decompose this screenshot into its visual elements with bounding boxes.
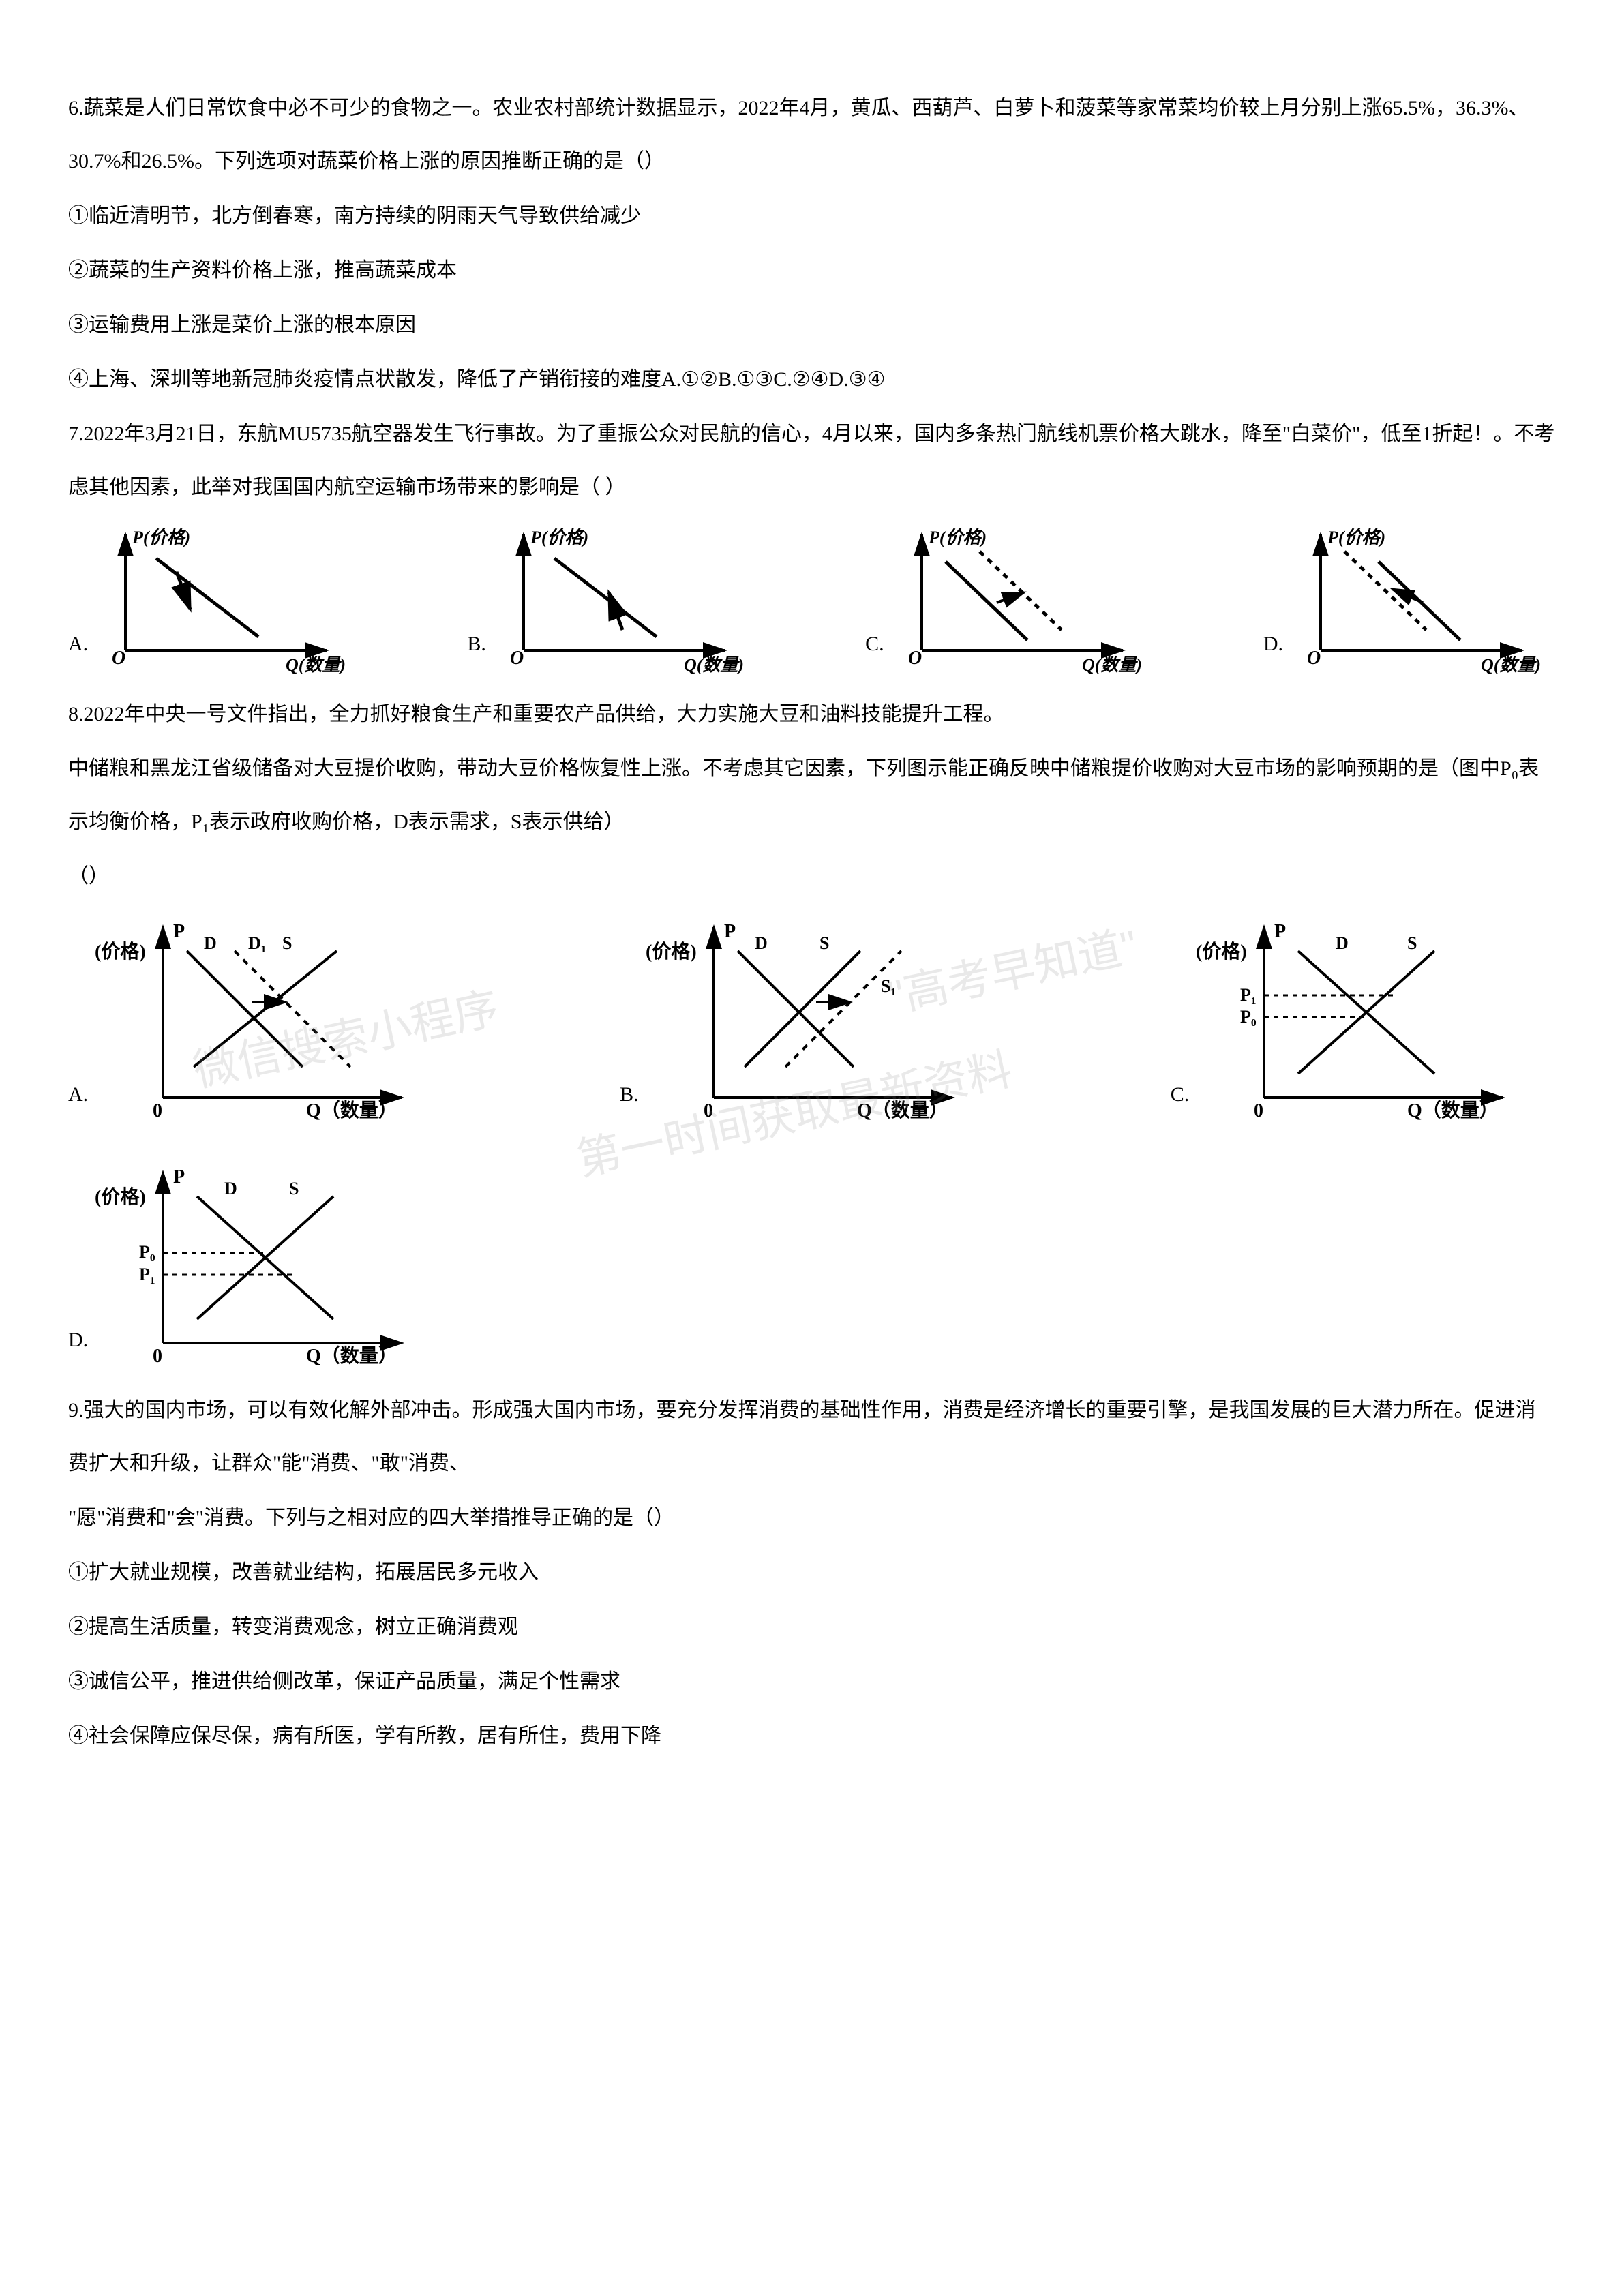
svg-text:Q（数量）: Q（数量） <box>857 1099 948 1121</box>
q7-chart-b: B. P(价格) Q(数量) O <box>467 524 759 674</box>
svg-text:P(价格): P(价格) <box>530 528 588 547</box>
q8-chart-b: B. P (价格) 0 Q（数量） D S S₁ <box>620 913 980 1125</box>
q8-label-d: D. <box>68 1314 88 1370</box>
q8-text3: （） <box>68 850 1556 903</box>
svg-text:D: D <box>1336 933 1349 953</box>
svg-text:P: P <box>1274 921 1286 942</box>
svg-text:P₁: P₁ <box>139 1265 155 1284</box>
svg-text:P: P <box>173 921 185 942</box>
q6-opt1: ①临近清明节，北方倒春寒，南方持续的阴雨天气导致供给减少 <box>68 190 1556 243</box>
q8-label-c: C. <box>1171 1068 1190 1125</box>
svg-text:Q(数量): Q(数量) <box>286 655 346 674</box>
svg-text:Q（数量）: Q（数量） <box>1407 1099 1499 1121</box>
svg-text:S₁: S₁ <box>881 976 896 996</box>
svg-text:P₀: P₀ <box>139 1242 155 1262</box>
q8-chart-c: C. P (价格) 0 Q（数量） D S P₁ <box>1171 913 1531 1125</box>
q8-chart-d-svg: P (价格) 0 Q（数量） D S P₀ P₁ <box>95 1159 429 1370</box>
svg-text:Q(数量): Q(数量) <box>1481 655 1541 674</box>
q6-opt4: ④上海、深圳等地新冠肺炎疫情点状散发，降低了产销衔接的难度A.①②B.①③C.②… <box>68 353 1556 406</box>
q7-chart-a-svg: P(价格) Q(数量) O <box>95 524 361 674</box>
q6-opt3: ③运输费用上涨是菜价上涨的根本原因 <box>68 299 1556 352</box>
svg-text:P₀: P₀ <box>1240 1007 1257 1027</box>
q8-chart-d: D. P (价格) 0 Q（数量） D S P₀ <box>68 1159 429 1370</box>
svg-text:P₁: P₁ <box>1240 985 1257 1005</box>
svg-text:S: S <box>819 933 829 953</box>
q9-text: 9.强大的国内市场，可以有效化解外部冲击。形成强大国内市场，要充分发挥消费的基础… <box>68 1384 1556 1490</box>
svg-text:P(价格): P(价格) <box>132 528 190 547</box>
q7-chart-a: A. P(价格) Q(数量) O <box>68 524 361 674</box>
svg-text:0: 0 <box>153 1100 162 1121</box>
svg-text:S: S <box>1407 933 1417 953</box>
svg-text:Q(数量): Q(数量) <box>1082 655 1142 674</box>
q8-chart-c-svg: P (价格) 0 Q（数量） D S P₁ P₀ <box>1196 913 1530 1125</box>
svg-text:S: S <box>289 1179 299 1198</box>
q7-chart-b-svg: P(价格) Q(数量) O <box>493 524 759 674</box>
svg-text:D: D <box>755 933 768 953</box>
q7-label-d: D. <box>1263 618 1283 674</box>
q8-charts: A. P (价格) 0 Q（数量） D D₁ S <box>68 913 1556 1370</box>
q8-label-a: A. <box>68 1068 88 1125</box>
document-content: 微信搜索小程序 "高考早知道" 第一时间获取最新资料 6.蔬菜是人们日常饮食中必… <box>68 82 1556 1763</box>
q7-chart-c: C. P(价格) Q(数量) O <box>865 524 1157 674</box>
svg-text:O: O <box>112 648 125 669</box>
q8-text2: 中储粮和黑龙江省级储备对大豆提价收购，带动大豆价格恢复性上涨。不考虑其它因素，下… <box>68 742 1556 849</box>
svg-text:D₁: D₁ <box>248 933 267 953</box>
q7-chart-d-svg: P(价格) Q(数量) O <box>1290 524 1556 674</box>
q9-opt3: ③诚信公平，推进供给侧改革，保证产品质量，满足个性需求 <box>68 1655 1556 1708</box>
svg-text:P: P <box>724 921 736 942</box>
svg-text:D: D <box>204 933 217 953</box>
q7-text: 7.2022年3月21日，东航MU5735航空器发生飞行事故。为了重振公众对民航… <box>68 408 1556 514</box>
svg-text:Q（数量）: Q（数量） <box>306 1099 397 1121</box>
q7-label-b: B. <box>467 618 486 674</box>
svg-text:0: 0 <box>1254 1100 1263 1121</box>
q7-chart-c-svg: P(价格) Q(数量) O <box>891 524 1157 674</box>
svg-text:P(价格): P(价格) <box>1327 528 1385 547</box>
q7-chart-d: D. P(价格) Q(数量) O <box>1263 524 1556 674</box>
q9-opt4: ④社会保障应保尽保，病有所医，学有所教，居有所住，费用下降 <box>68 1710 1556 1763</box>
q6-opt2: ②蔬菜的生产资料价格上涨，推高蔬菜成本 <box>68 244 1556 297</box>
q7-label-a: A. <box>68 618 88 674</box>
svg-text:D: D <box>224 1179 237 1198</box>
svg-text:O: O <box>908 648 922 669</box>
svg-text:(价格): (价格) <box>646 941 697 963</box>
svg-text:O: O <box>510 648 524 669</box>
q9-text2: "愿"消费和"会"消费。下列与之相对应的四大举措推导正确的是（） <box>68 1492 1556 1545</box>
q8-chart-a-svg: P (价格) 0 Q（数量） D D₁ S <box>95 913 429 1125</box>
svg-text:0: 0 <box>153 1346 162 1367</box>
svg-text:O: O <box>1307 648 1321 669</box>
q6-text: 6.蔬菜是人们日常饮食中必不可少的食物之一。农业农村部统计数据显示，2022年4… <box>68 82 1556 188</box>
svg-text:P: P <box>173 1166 185 1188</box>
svg-text:(价格): (价格) <box>1196 941 1247 963</box>
svg-text:Q（数量）: Q（数量） <box>306 1344 397 1367</box>
svg-text:S: S <box>282 933 292 953</box>
q7-label-c: C. <box>865 618 884 674</box>
svg-text:P(价格): P(价格) <box>928 528 987 547</box>
q7-charts: A. P(价格) Q(数量) O B. <box>68 524 1556 674</box>
q8-chart-b-svg: P (价格) 0 Q（数量） D S S₁ <box>646 913 980 1125</box>
q8-chart-a: A. P (价格) 0 Q（数量） D D₁ S <box>68 913 429 1125</box>
q9-opt1: ①扩大就业规模，改善就业结构，拓展居民多元收入 <box>68 1546 1556 1599</box>
svg-text:(价格): (价格) <box>95 1186 146 1208</box>
svg-text:Q(数量): Q(数量) <box>684 655 744 674</box>
q8-text1: 8.2022年中央一号文件指出，全力抓好粮食生产和重要农产品供给，大力实施大豆和… <box>68 688 1556 741</box>
q8-label-b: B. <box>620 1068 639 1125</box>
q9-opt2: ②提高生活质量，转变消费观念，树立正确消费观 <box>68 1601 1556 1654</box>
svg-text:0: 0 <box>704 1100 713 1121</box>
svg-text:(价格): (价格) <box>95 941 146 963</box>
